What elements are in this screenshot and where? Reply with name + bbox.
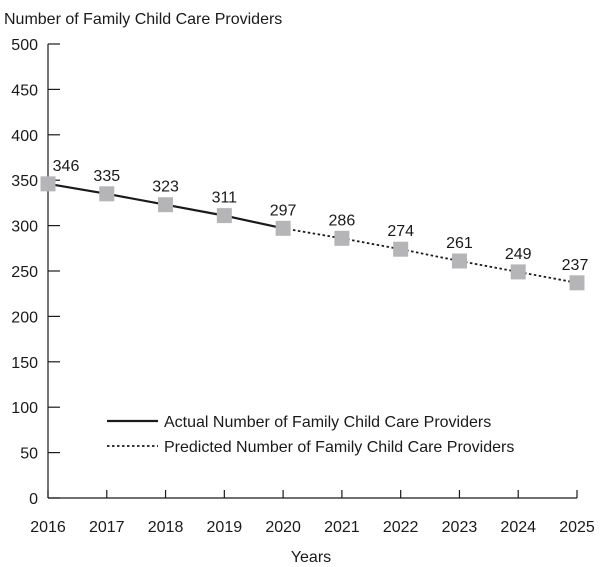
data-point-marker <box>158 197 174 213</box>
x-tick-label: 2025 <box>559 519 595 536</box>
y-tick-label: 300 <box>11 219 38 236</box>
legend-label: Actual Number of Family Child Care Provi… <box>164 414 491 431</box>
x-tick-label: 2022 <box>383 519 419 536</box>
markers <box>40 176 585 291</box>
data-point-marker <box>451 253 467 269</box>
data-label: 323 <box>152 179 179 196</box>
x-tick-label: 2017 <box>89 519 125 536</box>
x-tick-label: 2020 <box>265 519 301 536</box>
data-point-marker <box>334 230 350 246</box>
x-axis-title: Years <box>291 549 331 566</box>
legend: Actual Number of Family Child Care Provi… <box>107 414 514 456</box>
data-label: 261 <box>446 235 473 252</box>
y-tick-label: 200 <box>11 309 38 326</box>
x-tick-label: 2021 <box>324 519 360 536</box>
data-label: 311 <box>212 190 238 207</box>
y-tick-label: 100 <box>11 400 38 417</box>
x-tick-label: 2024 <box>500 519 536 536</box>
y-tick-label: 50 <box>20 446 38 463</box>
x-tick-label: 2016 <box>30 519 66 536</box>
y-ticks: 0 50 100 150 200 250 300 350 400 450 500 <box>11 37 60 508</box>
data-label: 346 <box>53 158 80 175</box>
y-tick-label: 150 <box>11 355 38 372</box>
data-label: 237 <box>562 257 589 274</box>
y-tick-label: 250 <box>11 264 38 281</box>
y-tick-label: 450 <box>11 82 38 99</box>
x-tick-label: 2019 <box>207 519 243 536</box>
x-tick-label: 2023 <box>442 519 478 536</box>
data-point-marker <box>40 176 56 192</box>
data-point-marker <box>510 264 526 280</box>
x-tick-label: 2018 <box>148 519 184 536</box>
data-labels: 346 335 323 311 297 286 274 261 249 237 <box>53 158 589 274</box>
data-label: 335 <box>93 168 120 185</box>
y-tick-label: 400 <box>11 128 38 145</box>
data-label: 297 <box>270 202 297 219</box>
data-label: 286 <box>329 212 356 229</box>
y-axis-title: Number of Family Child Care Providers <box>4 11 282 28</box>
data-label: 249 <box>505 246 532 263</box>
data-point-marker <box>99 186 115 202</box>
data-point-marker <box>393 241 409 257</box>
y-tick-label: 350 <box>11 173 38 190</box>
series-lines <box>47 182 578 284</box>
y-tick-label: 0 <box>29 491 38 508</box>
x-ticks: 2016 2017 2018 2019 2020 2021 2022 2023 2024 2025 <box>30 490 595 536</box>
data-point-marker <box>216 208 232 224</box>
data-point-marker <box>569 275 585 291</box>
predicted-series-line <box>282 227 578 284</box>
data-label: 274 <box>387 223 414 240</box>
y-tick-label: 500 <box>11 37 38 54</box>
data-point-marker <box>275 220 291 236</box>
legend-label: Predicted Number of Family Child Care Pr… <box>164 439 514 456</box>
